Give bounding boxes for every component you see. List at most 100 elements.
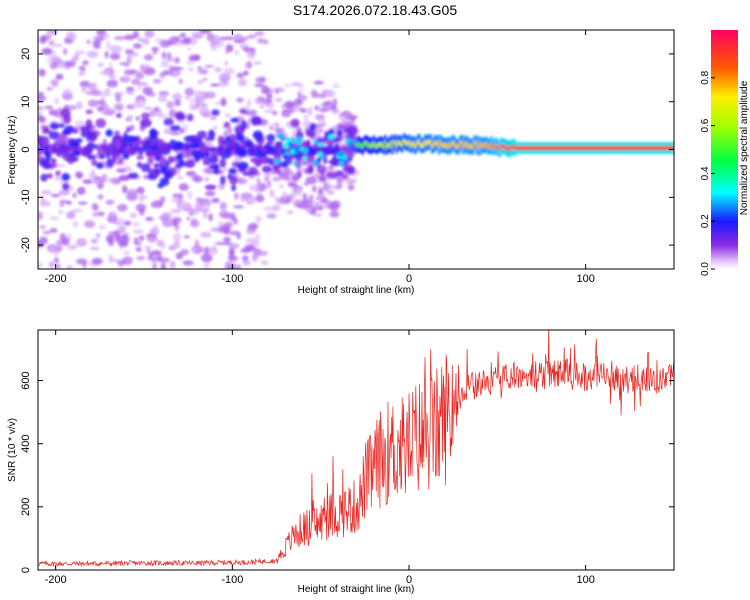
- spectrogram-noise-blob: [266, 92, 273, 100]
- spectrogram-noise-blob: [49, 216, 60, 220]
- spectrogram-band-core: [556, 145, 559, 151]
- spectrogram-noise-blob: [271, 110, 278, 116]
- spectrogram-band-core: [642, 145, 646, 151]
- spectrogram-bright-blob: [298, 147, 304, 152]
- snr-x-tick-label: 0: [406, 574, 412, 586]
- spectrogram-noise-blob: [48, 261, 55, 268]
- spectrogram-noise-blob: [247, 34, 257, 39]
- spectrogram-noise-blob: [122, 234, 130, 244]
- spectrogram-noise-blob: [328, 165, 335, 170]
- spectrogram-noise-blob: [238, 78, 248, 87]
- spectrogram-noise-blob: [189, 98, 195, 106]
- spectrogram-noise-blob: [187, 47, 192, 52]
- spectrogram-noise-blob: [83, 220, 96, 228]
- spectrogram-band-core: [446, 144, 449, 149]
- spectrogram-band-core: [641, 145, 644, 151]
- spectrogram-noise-blob: [96, 30, 107, 36]
- spectrogram-band-core: [508, 147, 511, 152]
- spectrogram-noise-blob: [278, 184, 284, 189]
- spectrogram-noise-blob: [133, 43, 142, 49]
- spectrogram-core-blob: [123, 135, 135, 142]
- spectrogram-core-blob: [255, 136, 262, 143]
- spectrogram-band-core: [488, 144, 492, 149]
- spectrogram-bright-blob: [344, 138, 352, 143]
- spectrogram-core-blob: [296, 170, 303, 178]
- spectrogram-noise-blob: [177, 202, 186, 207]
- spectrogram-band-core: [594, 145, 598, 151]
- spectrogram-noise-blob: [319, 175, 327, 182]
- spectrogram-noise-blob: [168, 130, 178, 136]
- spectrogram-band-core: [447, 142, 451, 147]
- spectrogram-noise-blob: [91, 202, 98, 210]
- spectrogram-noise-blob: [297, 203, 303, 208]
- spectrogram-core-blob: [261, 165, 272, 173]
- spectrogram-band-core: [365, 141, 369, 146]
- spectrogram-noise-blob: [313, 128, 325, 134]
- spectrogram-band-core: [633, 145, 636, 151]
- spectrogram-y-tick-label: 20: [20, 48, 32, 60]
- spectrogram-core-blob: [118, 175, 131, 181]
- spectrogram-band-core: [658, 145, 661, 151]
- spectrogram-noise-blob: [105, 199, 115, 205]
- spectrogram-noise-blob: [136, 186, 145, 194]
- spectrogram-noise-blob: [55, 264, 61, 269]
- spectrogram-x-tick-label: 100: [576, 273, 594, 285]
- spectrogram-noise-blob: [197, 208, 210, 213]
- spectrogram-band-core: [371, 143, 374, 148]
- spectrogram-band-core: [593, 145, 596, 151]
- spectrogram-noise-blob: [286, 210, 294, 215]
- spectrogram-noise-blob: [129, 124, 135, 132]
- spectrogram-noise-blob: [199, 30, 212, 34]
- spectrogram-bright-blob: [283, 143, 290, 149]
- spectrogram-noise-blob: [39, 36, 47, 44]
- spectrogram-band-core: [440, 142, 444, 147]
- spectrogram-noise-blob: [97, 211, 105, 217]
- spectrogram-noise-blob: [274, 88, 279, 95]
- spectrogram-core-blob: [336, 129, 343, 138]
- colorbar-ticks: 0.0 0.2 0.4 0.6 0.8: [700, 70, 715, 276]
- spectrogram-band-core: [388, 143, 391, 148]
- spectrogram-noise-blob: [122, 185, 128, 194]
- spectrogram-band-core: [521, 145, 524, 151]
- spectrogram-noise-blob: [128, 69, 139, 74]
- spectrogram-noise-blob: [223, 213, 231, 219]
- spectrogram-core-blob: [343, 128, 352, 134]
- spectrogram-noise-blob: [150, 202, 159, 208]
- spectrogram-band-core: [368, 142, 372, 147]
- spectrogram-band-core: [580, 145, 584, 151]
- spectrogram-x-tick-label: -200: [45, 273, 67, 285]
- spectrogram-noise-blob: [66, 264, 74, 269]
- spectrogram-band-core: [518, 145, 521, 151]
- spectrogram-noise-blob: [336, 175, 342, 184]
- spectrogram-band-core: [517, 145, 520, 151]
- spectrogram-band-core: [358, 143, 362, 148]
- spectrogram-band-core: [411, 142, 414, 147]
- spectrogram-noise-blob: [87, 83, 95, 89]
- spectrogram-noise-blob: [78, 72, 85, 76]
- spectrogram-noise-blob: [113, 35, 126, 41]
- spectrogram-band-core: [385, 144, 388, 150]
- spectrogram-band-core: [584, 145, 588, 151]
- spectrogram-noise-blob: [271, 204, 281, 212]
- spectrogram-noise-blob: [40, 196, 45, 203]
- spectrogram-noise-blob: [254, 233, 261, 242]
- spectrogram-band-core: [624, 145, 627, 151]
- spectrogram-bright-blob: [317, 142, 325, 147]
- spectrogram-band-core: [635, 145, 639, 151]
- spectrogram-noise-blob: [132, 30, 140, 39]
- spectrogram-noise-blob: [173, 232, 182, 242]
- spectrogram-noise-blob: [136, 85, 142, 91]
- spectrogram-core-blob: [108, 141, 117, 149]
- spectrogram-core-blob: [107, 146, 117, 155]
- snr-frame: [37, 329, 675, 571]
- spectrogram-core-blob: [148, 168, 156, 178]
- spectrogram-core-blob: [211, 109, 220, 116]
- spectrogram-bright-blob: [284, 159, 290, 165]
- spectrogram-noise-blob: [301, 201, 309, 210]
- spectrogram-noise-blob: [184, 96, 191, 101]
- spectrogram-band-core: [654, 145, 657, 151]
- spectrogram-band-core: [638, 145, 641, 151]
- spectrogram-noise-blob: [233, 205, 245, 209]
- spectrogram-band-core: [445, 143, 448, 148]
- spectrogram-noise-blob: [152, 78, 162, 84]
